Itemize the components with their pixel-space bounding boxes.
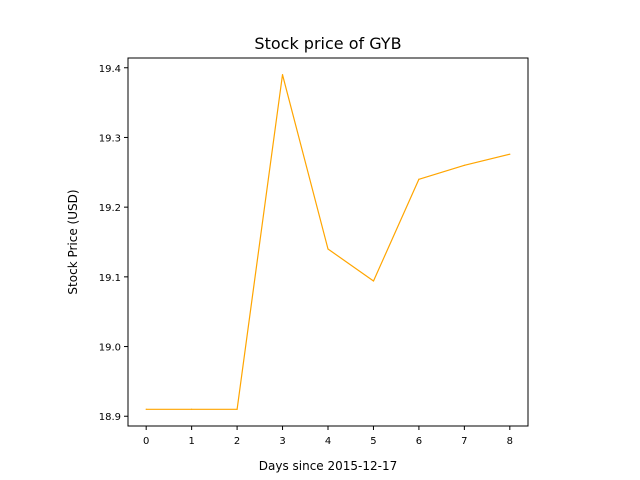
- y-tick-label: 19.2: [99, 203, 121, 214]
- x-tick-label: 6: [416, 436, 422, 447]
- x-tick-label: 1: [188, 436, 194, 447]
- x-tick-label: 8: [507, 436, 513, 447]
- x-tick-label: 0: [143, 436, 149, 447]
- y-tick-label: 19.4: [99, 64, 121, 75]
- data-point: [236, 408, 238, 410]
- data-point: [145, 408, 147, 410]
- y-tick-label: 19.0: [99, 343, 121, 354]
- x-tick-label: 2: [234, 436, 240, 447]
- y-tick-label: 18.9: [99, 412, 121, 423]
- x-axis-label: Days since 2015-12-17: [259, 459, 398, 473]
- y-tick-label: 19.3: [99, 133, 121, 144]
- x-tick-label: 7: [461, 436, 467, 447]
- plot-frame: [127, 57, 529, 427]
- y-axis-label: Stock Price (USD): [66, 189, 80, 294]
- data-point: [509, 153, 511, 155]
- plot-area: [128, 58, 528, 426]
- y-tick-label: 19.1: [99, 273, 121, 284]
- x-tick-label: 3: [279, 436, 285, 447]
- x-tick-label: 5: [370, 436, 376, 447]
- data-point: [191, 408, 193, 410]
- data-point: [281, 74, 284, 76]
- axis-ticks: 0 1 2 3 4 5 6 7 8 18.9 19.0 19.1 19.2 19.3 19.4: [99, 64, 513, 447]
- data-point: [327, 248, 329, 250]
- data-point: [463, 164, 465, 166]
- data-point: [418, 178, 420, 180]
- series-layer: [145, 74, 511, 410]
- chart-title: Stock price of GYB: [254, 34, 401, 53]
- x-tick-label: 4: [325, 436, 331, 447]
- data-point: [372, 280, 375, 282]
